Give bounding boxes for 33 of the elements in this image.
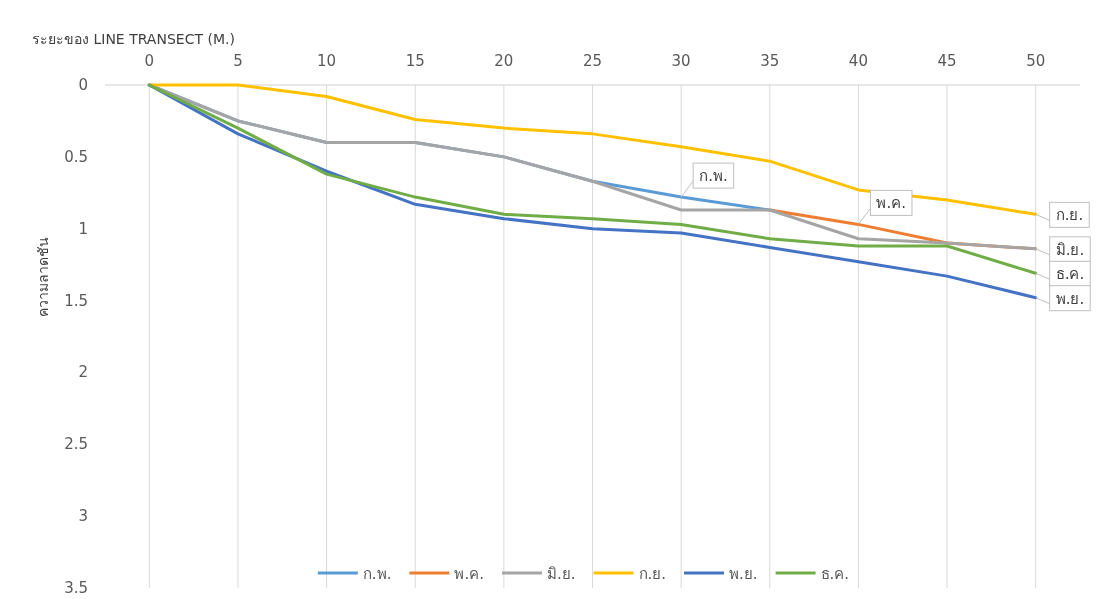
x-tick-label: 20 xyxy=(494,52,514,70)
legend-label: พ.ย. xyxy=(729,565,758,583)
x-tick-label: 0 xyxy=(144,52,155,70)
legend-label: มิ.ย. xyxy=(546,565,576,583)
y-tick-label: 1 xyxy=(78,219,88,238)
annotation: ก.พ. xyxy=(699,167,728,186)
x-tick-label: 25 xyxy=(582,52,603,70)
x-axis-title: ระยะของ LINE TRANSECT (M.) xyxy=(32,31,235,47)
y-tick-label: 1.5 xyxy=(64,291,88,310)
annotation: ก.ย. xyxy=(1055,206,1084,225)
y-tick-label: 3 xyxy=(78,507,88,526)
annotation: พ.ค. xyxy=(876,194,906,213)
annotation: ธ.ค. xyxy=(1055,265,1085,284)
x-tick-label: 10 xyxy=(317,52,337,70)
legend-label: ก.พ. xyxy=(362,565,392,583)
x-tick-label: 50 xyxy=(1026,52,1046,70)
legend-label: ก.ย. xyxy=(638,565,667,583)
x-tick-label: 45 xyxy=(937,52,957,70)
x-tick-label: 40 xyxy=(848,52,868,70)
x-tick-label: 15 xyxy=(405,52,425,70)
y-tick-label: 0.5 xyxy=(64,147,88,166)
annotation: มิ.ย. xyxy=(1055,240,1085,259)
x-tick-label: 30 xyxy=(671,52,691,70)
y-tick-label: 2 xyxy=(78,363,88,382)
y-tick-label: 2.5 xyxy=(64,435,88,454)
legend-label: ธ.ค. xyxy=(820,565,850,583)
y-tick-label: 3.5 xyxy=(64,579,88,597)
x-tick-label: 5 xyxy=(233,52,243,70)
annotation: พ.ย. xyxy=(1055,289,1085,308)
y-tick-label: 0 xyxy=(78,76,88,94)
y-axis-title: ความลาดชัน xyxy=(35,236,51,317)
legend-label: พ.ค. xyxy=(454,565,484,583)
x-tick-label: 35 xyxy=(760,52,780,70)
